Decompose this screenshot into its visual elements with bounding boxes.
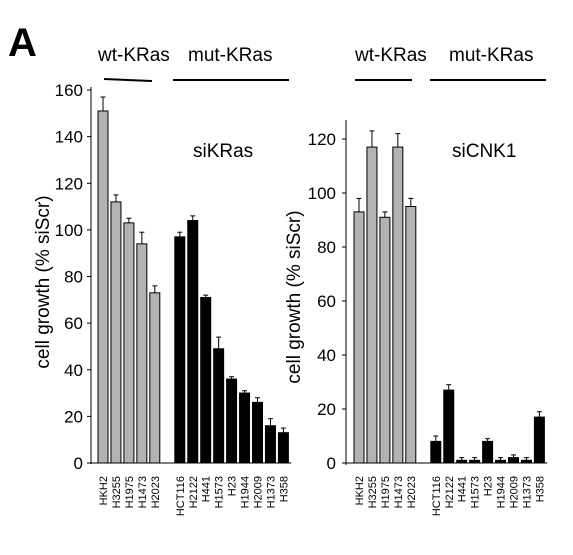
- category-label-H1373: H1373: [521, 476, 533, 508]
- category-label-H1975: H1975: [124, 476, 136, 508]
- y-tick-label: 60: [317, 292, 336, 311]
- panel-label: A: [8, 21, 37, 65]
- category-label-H2009: H2009: [509, 476, 521, 508]
- bar-H3255: [110, 201, 122, 464]
- category-label-H1944: H1944: [496, 476, 508, 508]
- bar-H3255: [366, 146, 378, 464]
- y-tick-label: 100: [55, 221, 83, 240]
- bars: [346, 130, 548, 464]
- category-label-H1573: H1573: [214, 476, 226, 508]
- category-label-HCT116: HCT116: [431, 476, 443, 516]
- bar-H2009: [508, 457, 519, 464]
- y-tick-label: 20: [64, 407, 83, 426]
- chart-title: siCNK1: [452, 141, 516, 162]
- y-axis-label: cell growth (% siScr): [33, 195, 54, 368]
- group-label-wt-kras: wt-KRas: [354, 45, 427, 66]
- category-label-H358: H358: [278, 476, 290, 502]
- y-tick-label: 80: [64, 268, 83, 287]
- bar-H23: [482, 440, 494, 464]
- category-label-H2122: H2122: [188, 476, 200, 508]
- bar-HCT116: [430, 440, 442, 464]
- category-label-H358: H358: [534, 476, 546, 502]
- bar-HKH2: [353, 211, 365, 464]
- bar-H1573: [213, 348, 225, 464]
- y-tick-label: 100: [308, 184, 336, 203]
- category-label-HKH2: HKH2: [98, 476, 110, 505]
- category-label-H1473: H1473: [393, 476, 405, 508]
- y-tick-label: 0: [74, 454, 83, 473]
- category-label-H1573: H1573: [470, 476, 482, 508]
- bar-H358: [533, 416, 545, 464]
- bar-H1975: [123, 222, 135, 464]
- group-label-mut-kras: mut-KRas: [188, 45, 272, 66]
- y-tick-label: 140: [55, 128, 83, 147]
- category-label-HKH2: HKH2: [354, 476, 366, 505]
- y-tick-label: 60: [64, 314, 83, 333]
- bar-H441: [200, 296, 212, 464]
- bar-HKH2: [97, 110, 109, 464]
- bar-H1373: [264, 425, 276, 464]
- category-label-H1373: H1373: [265, 476, 277, 508]
- y-axis-ticks: 0 20 40 60 80 100 120 140 160: [55, 81, 91, 473]
- bar-H2122: [187, 220, 199, 464]
- y-axis-ticks: 0 20 40 60 80 100 120: [308, 130, 346, 473]
- category-label-H23: H23: [483, 476, 495, 496]
- category-label-H441: H441: [457, 476, 469, 502]
- bar-H358: [277, 432, 289, 464]
- bar-H2023: [405, 206, 417, 464]
- category-label-H2122: H2122: [444, 476, 456, 508]
- category-label-H3255: H3255: [367, 476, 379, 508]
- y-tick-label: 40: [64, 361, 83, 380]
- bars: [91, 96, 292, 464]
- category-label-H2023: H2023: [150, 476, 162, 508]
- group-bracket-wt-kras: [103, 78, 153, 82]
- bar-HCT116: [174, 236, 186, 464]
- bar-H1473: [136, 243, 148, 464]
- chart-title: siKRas: [193, 141, 253, 162]
- y-tick-label: 120: [55, 174, 83, 193]
- category-labels: HKH2 H3255 H1975 H1473 H2023 HCT116 H2122 H441 H…: [354, 476, 546, 516]
- category-label-H441: H441: [201, 476, 213, 502]
- bar-H23: [226, 378, 238, 464]
- y-tick-label: 80: [317, 238, 336, 257]
- category-label-H2009: H2009: [253, 476, 265, 508]
- category-labels: HKH2 H3255 H1975 H1473 H2023 HCT116 H2122 H441 H…: [98, 476, 290, 516]
- group-label-wt-kras: wt-KRas: [97, 45, 170, 66]
- bar-H1944: [239, 392, 251, 464]
- y-tick-label: 0: [327, 454, 336, 473]
- category-label-H23: H23: [227, 476, 239, 496]
- bar-H1975: [379, 216, 391, 464]
- y-tick-label: 160: [55, 81, 83, 100]
- bar-H1473: [392, 146, 404, 464]
- group-label-mut-kras: mut-KRas: [449, 45, 533, 66]
- y-tick-label: 120: [308, 130, 336, 149]
- y-tick-label: 40: [317, 346, 336, 365]
- category-label-HCT116: HCT116: [175, 476, 187, 516]
- y-tick-label: 20: [317, 400, 336, 419]
- y-axis-label: cell growth (% siScr): [284, 210, 305, 383]
- chart-siKRas: wt-KRas mut-KRas siKRas cell growth (% s…: [33, 45, 292, 516]
- category-label-H1473: H1473: [137, 476, 149, 508]
- bar-H2023: [149, 292, 161, 464]
- bar-H2009: [252, 401, 263, 464]
- category-label-H2023: H2023: [406, 476, 418, 508]
- category-label-H3255: H3255: [111, 476, 123, 508]
- chart-siCNK1: wt-KRas mut-KRas siCNK1 cell growth (% s…: [284, 45, 548, 516]
- category-label-H1944: H1944: [240, 476, 252, 508]
- category-label-H1975: H1975: [380, 476, 392, 508]
- bar-H2122: [443, 389, 455, 464]
